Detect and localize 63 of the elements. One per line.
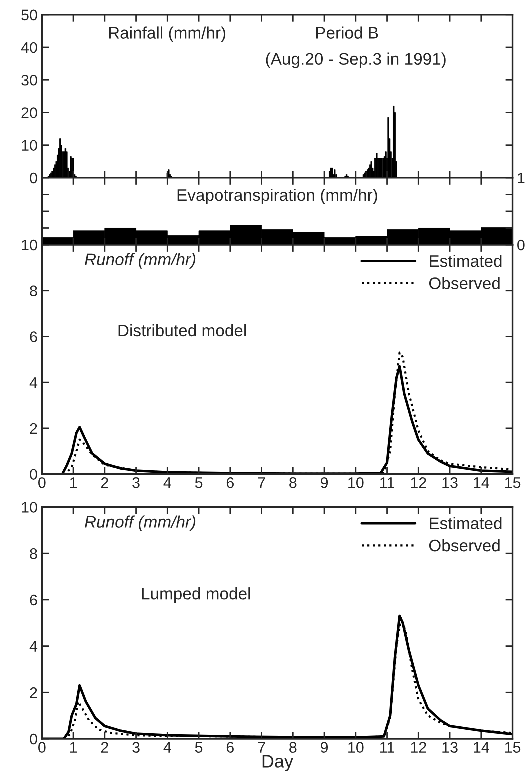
y-tick-label: 8: [30, 286, 38, 297]
y-tick-label: 4: [30, 641, 38, 652]
x-axis-title: Day: [262, 755, 294, 772]
x-tick-label: 1: [70, 478, 78, 488]
legend-label: Observed: [429, 539, 500, 552]
x-tick-label: 4: [164, 742, 172, 753]
x-tick-label: 0: [38, 478, 46, 488]
x-tick-label: 9: [320, 742, 328, 753]
annotation: Lumped model: [142, 588, 250, 604]
x-tick-label: 3: [132, 742, 140, 753]
x-tick-label: 15: [505, 478, 521, 488]
x-tick-label: 8: [290, 478, 297, 488]
x-tick-label: 8: [290, 742, 297, 753]
x-tick-label: 3: [132, 478, 140, 488]
x-tick-label: 10: [348, 742, 364, 753]
y-tick-label: 20: [22, 108, 38, 118]
legend-label: Estimated: [430, 517, 502, 530]
chart-title: Runoff (mm/hr): [85, 253, 196, 269]
y-tick-label: 10: [22, 240, 38, 251]
x-tick-label: 13: [442, 478, 458, 488]
x-tick-label: 5: [195, 742, 203, 753]
y-tick-label: 0: [30, 469, 38, 480]
y-tick-label: 6: [30, 594, 38, 606]
x-tick-label: 7: [258, 478, 266, 488]
x-tick-label: 14: [474, 478, 490, 488]
x-tick-label: 5: [195, 478, 203, 488]
y-tick-label: 6: [30, 332, 38, 342]
x-tick-label: 1: [70, 742, 78, 753]
legend-label: Estimated: [430, 255, 502, 268]
legend-label: Observed: [429, 277, 500, 290]
chart-title: Runoff (mm/hr): [85, 516, 196, 532]
x-tick-label: 11: [380, 742, 394, 753]
y-tick-label: 40: [21, 42, 38, 54]
y-tick-label: 0: [30, 172, 38, 184]
y-tick-label: 50: [22, 10, 38, 21]
y-tick-label: 10: [22, 140, 38, 152]
text: Evapotranspiration (mm/hr): [178, 188, 378, 205]
x-tick-label: 2: [101, 478, 108, 488]
x-tick-label: 0: [38, 742, 46, 753]
y-tick-label: 0: [30, 734, 38, 745]
x-tick-label: 6: [226, 742, 234, 753]
x-tick-label: 2: [101, 742, 108, 753]
annotation: (Aug.20 - Sep.3 in 1991): [266, 52, 446, 68]
annotation: Distributed model: [118, 324, 246, 337]
y-tick-label: 4: [30, 378, 38, 388]
y-tick-label: 10: [22, 502, 38, 513]
x-tick-label: 12: [411, 742, 426, 753]
x-tick-label: 11: [380, 478, 394, 488]
y-tick-label: 2: [30, 423, 38, 434]
x-tick-label: 10: [348, 478, 364, 488]
x-tick-label: 9: [320, 478, 328, 488]
y-tick-label: 30: [22, 74, 38, 86]
text: Rainfall (mm/hr): [109, 26, 226, 42]
x-tick-label: 7: [258, 742, 266, 753]
annotation: Period B: [316, 26, 378, 39]
x-tick-label: 6: [226, 478, 234, 488]
x-tick-label: 4: [164, 478, 172, 488]
x-tick-label: 12: [411, 478, 426, 488]
x-tick-label: 15: [505, 742, 521, 753]
y-tick-label: 8: [30, 548, 38, 560]
x-tick-label: 13: [442, 742, 458, 753]
x-tick-label: 14: [474, 742, 490, 753]
y-tick-label: 2: [30, 688, 38, 698]
